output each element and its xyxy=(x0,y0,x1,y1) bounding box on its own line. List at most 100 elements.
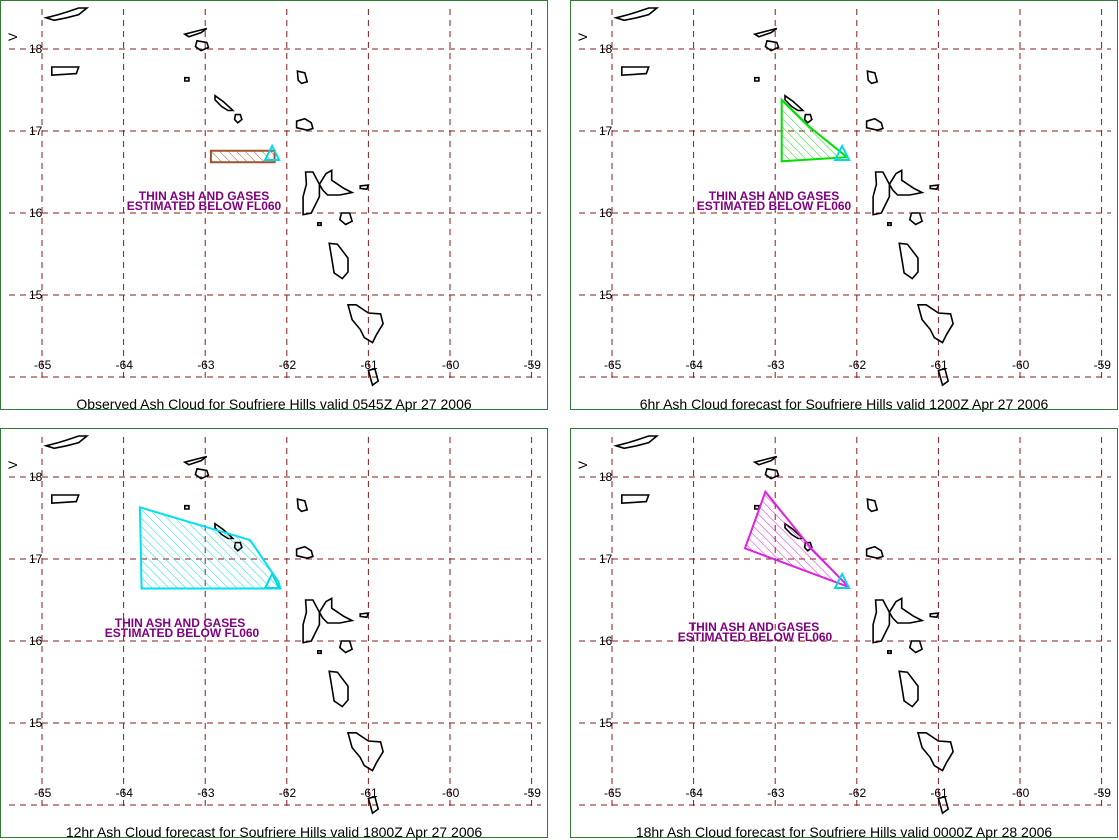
map-panel-18hr: V -65 -64 -63 -62 -61 -60 -59 18 17 16 15 THIN ASH A… xyxy=(570,428,1118,840)
lon-tick-label: -60 xyxy=(442,358,460,372)
lat-lon-grid xyxy=(579,9,1111,379)
island-st-martin xyxy=(764,467,780,480)
island-martinique xyxy=(346,303,384,344)
ash-label-line2: ESTIMATED BELOW FL060 xyxy=(127,199,282,213)
lat-tick-label: 16 xyxy=(599,206,613,220)
island-st-kitts xyxy=(214,94,235,112)
island-martinique xyxy=(346,731,384,772)
island-marie-galante xyxy=(908,640,924,654)
coastlines xyxy=(613,7,954,387)
island-dominica xyxy=(898,242,919,280)
lat-tick-label: 15 xyxy=(29,288,43,302)
lon-tick-label: -61 xyxy=(360,358,378,372)
lat-lon-grid xyxy=(9,9,541,379)
island-antigua xyxy=(865,545,884,560)
island-barbuda xyxy=(296,498,309,513)
ash-label-line1: THIN ASH AND GASES xyxy=(115,616,245,630)
island-antigua xyxy=(295,545,314,560)
north-arrow-icon: V xyxy=(576,461,590,469)
island-barbuda xyxy=(866,498,879,513)
lat-tick-label: 15 xyxy=(29,716,43,730)
lon-tick-label: -65 xyxy=(34,786,52,800)
lat-tick-label: 16 xyxy=(29,206,43,220)
lon-tick-label: -63 xyxy=(197,786,215,800)
island-anguilla xyxy=(182,27,208,38)
lon-tick-label: -61 xyxy=(930,786,948,800)
coastlines xyxy=(613,435,954,815)
island-nevis xyxy=(803,113,813,124)
island-guadeloupe-gt xyxy=(318,597,355,624)
island-dominica xyxy=(328,242,349,280)
island-st-croix xyxy=(620,494,650,505)
island-guadeloupe-gt xyxy=(318,169,355,196)
island-desirade xyxy=(929,612,940,619)
island-saba xyxy=(184,504,190,510)
island-desirade xyxy=(359,184,370,191)
island-anguilla xyxy=(752,455,778,466)
map-canvas: V -65 -64 -63 -62 -61 -60 -59 18 17 16 15 THIN ASH A… xyxy=(6,435,542,815)
lat-tick-label: 17 xyxy=(599,124,613,138)
island-guadeloupe-gt xyxy=(888,169,925,196)
island-les-saintes xyxy=(886,650,892,655)
island-st-croix xyxy=(620,66,650,77)
island-st-martin xyxy=(764,39,780,52)
coastlines xyxy=(43,7,384,387)
island-barbuda xyxy=(866,70,879,85)
island-st-croix xyxy=(50,494,80,505)
island-st-croix xyxy=(50,66,80,77)
volcano-icon xyxy=(263,571,281,589)
island-martinique xyxy=(916,303,954,344)
volcano-icon xyxy=(833,143,851,161)
lon-tick-label: -60 xyxy=(1012,786,1030,800)
lon-tick-label: -64 xyxy=(686,358,704,372)
map-panel-12hr: V -65 -64 -63 -62 -61 -60 -59 18 17 16 15 THIN ASH A… xyxy=(0,428,548,840)
island-st-martin xyxy=(194,39,210,52)
panel-caption: 12hr Ash Cloud forecast for Soufriere Hi… xyxy=(65,824,483,840)
island-anguilla xyxy=(752,27,778,38)
island-st-lucia xyxy=(937,795,950,815)
island-desirade xyxy=(929,184,940,191)
lon-tick-label: -64 xyxy=(116,358,134,372)
panel-caption: Observed Ash Cloud for Soufriere Hills v… xyxy=(76,396,472,412)
lat-tick-label: 18 xyxy=(599,470,613,484)
island-anguilla xyxy=(182,455,208,466)
ash-label-line2: ESTIMATED BELOW FL060 xyxy=(697,199,852,213)
island-marie-galante xyxy=(338,640,354,654)
island-st-kitts xyxy=(784,94,805,112)
map-panel-observed: V -65 -64 -63 -62 -61 -60 -59 18 17 16 15 THIN ASH A… xyxy=(0,0,548,412)
north-arrow-icon: V xyxy=(6,461,20,469)
north-arrow-icon: V xyxy=(576,33,590,41)
lat-tick-label: 17 xyxy=(29,552,43,566)
lat-tick-label: 15 xyxy=(599,288,613,302)
panel-caption: 6hr Ash Cloud forecast for Soufriere Hil… xyxy=(639,396,1049,412)
lon-tick-label: -63 xyxy=(197,358,215,372)
lat-tick-label: 18 xyxy=(599,42,613,56)
island-virgin-is xyxy=(613,435,660,450)
lat-tick-label: 17 xyxy=(29,124,43,138)
lon-tick-label: -60 xyxy=(442,786,460,800)
lon-tick-label: -59 xyxy=(524,786,542,800)
ash-cloud-polygon xyxy=(138,505,282,590)
lat-lon-grid xyxy=(579,437,1111,807)
island-virgin-is xyxy=(613,7,660,22)
ash-label-line1: THIN ASH AND GASES xyxy=(709,189,839,203)
lon-tick-label: -59 xyxy=(1094,358,1112,372)
island-dominica xyxy=(898,670,919,708)
lon-tick-label: -62 xyxy=(849,786,867,800)
ash-cloud-polygon xyxy=(209,149,276,164)
map-canvas: V -65 -64 -63 -62 -61 -60 -59 18 17 16 15 THIN ASH A… xyxy=(576,435,1111,815)
island-st-lucia xyxy=(367,795,380,815)
island-marie-galante xyxy=(908,212,924,226)
volcano-icon xyxy=(833,571,851,589)
map-canvas: V -65 -64 -63 -62 -61 -60 -59 18 17 16 15 THIN ASH A… xyxy=(576,7,1112,387)
island-guadeloupe-bt xyxy=(302,171,321,216)
lat-tick-label: 16 xyxy=(599,634,613,648)
ash-label-line1: THIN ASH AND GASES xyxy=(689,620,819,634)
lon-tick-label: -64 xyxy=(116,786,134,800)
lon-tick-label: -63 xyxy=(767,358,785,372)
ash-cloud-polygon xyxy=(743,489,850,588)
island-barbuda xyxy=(296,70,309,85)
island-les-saintes xyxy=(886,222,892,227)
